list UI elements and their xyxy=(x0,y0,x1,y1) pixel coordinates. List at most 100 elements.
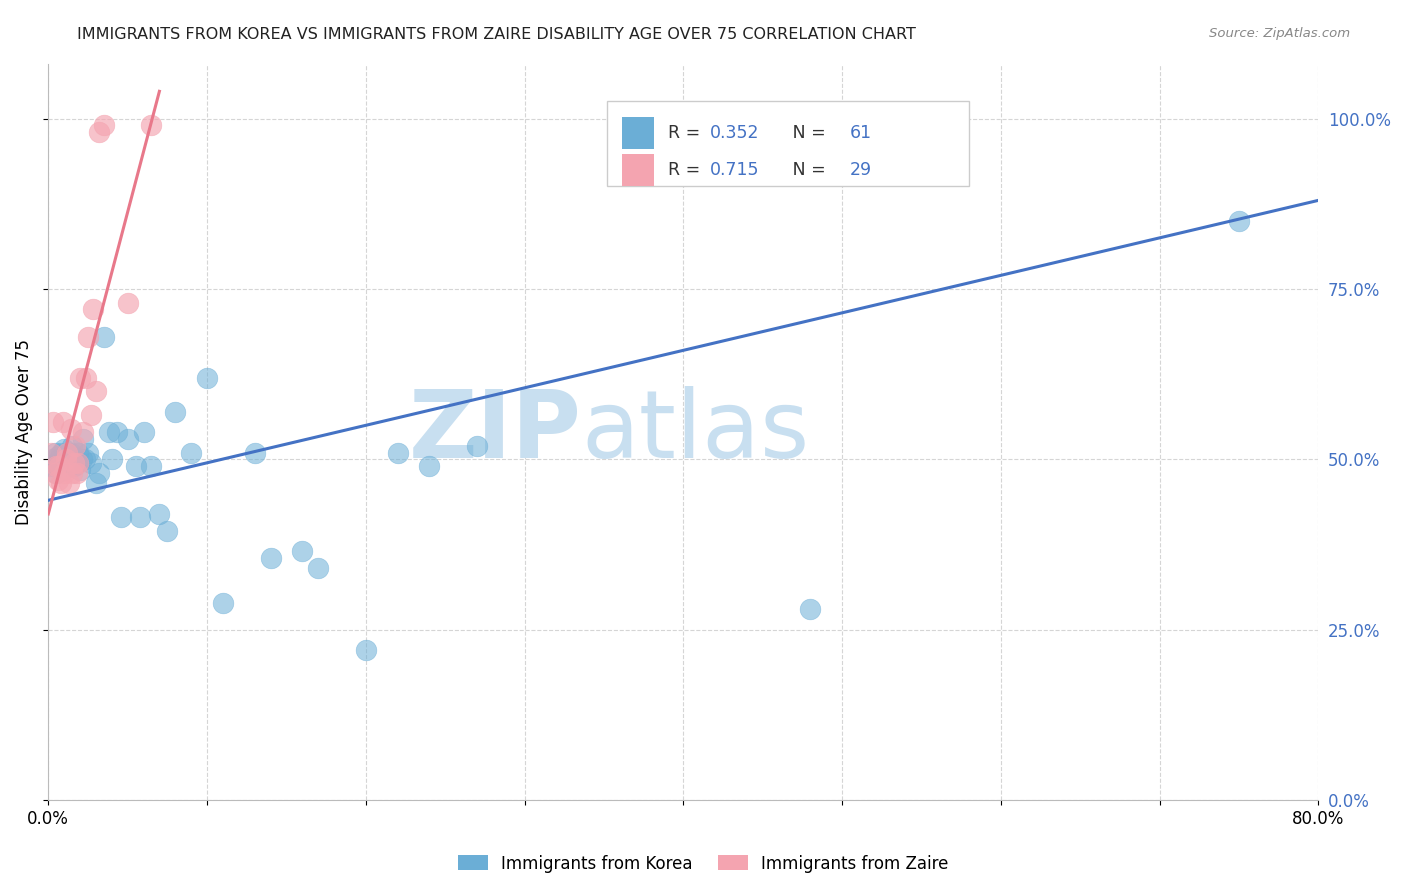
Point xyxy=(65,452,87,467)
Point xyxy=(49,456,72,470)
Point xyxy=(93,329,115,343)
Point xyxy=(105,425,128,439)
Point xyxy=(180,445,202,459)
Point xyxy=(44,466,66,480)
Point xyxy=(70,452,93,467)
Point xyxy=(195,370,218,384)
Point xyxy=(110,510,132,524)
Point xyxy=(56,456,79,470)
Point xyxy=(465,439,488,453)
Point xyxy=(48,452,70,467)
Point xyxy=(77,329,100,343)
Point xyxy=(45,459,67,474)
Point xyxy=(53,466,76,480)
Point xyxy=(291,544,314,558)
Point xyxy=(259,551,281,566)
Point xyxy=(307,561,329,575)
Point xyxy=(51,452,73,467)
Point xyxy=(72,432,94,446)
Point xyxy=(148,507,170,521)
Point xyxy=(387,445,409,459)
Text: atlas: atlas xyxy=(582,386,810,478)
Point xyxy=(59,445,82,459)
Point xyxy=(56,445,79,459)
Text: 0.352: 0.352 xyxy=(710,124,759,142)
Point xyxy=(59,422,82,436)
Point xyxy=(53,449,76,463)
Point xyxy=(418,459,440,474)
Text: 0.715: 0.715 xyxy=(710,161,759,179)
FancyBboxPatch shape xyxy=(623,117,654,149)
Point xyxy=(141,459,163,474)
Point xyxy=(48,459,70,474)
FancyBboxPatch shape xyxy=(607,101,969,186)
Point xyxy=(46,449,69,463)
Point xyxy=(55,459,77,474)
Point xyxy=(72,425,94,439)
Point xyxy=(156,524,179,538)
Point xyxy=(42,415,65,429)
Point xyxy=(117,295,139,310)
Point xyxy=(49,476,72,491)
Y-axis label: Disability Age Over 75: Disability Age Over 75 xyxy=(15,339,32,525)
Point xyxy=(354,643,377,657)
Text: 29: 29 xyxy=(849,161,872,179)
Point xyxy=(51,415,73,429)
Point xyxy=(49,445,72,459)
Point xyxy=(66,466,89,480)
Point xyxy=(66,456,89,470)
Point xyxy=(82,302,104,317)
Point xyxy=(84,384,107,399)
Point xyxy=(80,456,103,470)
Point xyxy=(51,462,73,476)
Text: Source: ZipAtlas.com: Source: ZipAtlas.com xyxy=(1209,27,1350,40)
Point xyxy=(77,445,100,459)
Point xyxy=(42,452,65,467)
Point xyxy=(93,119,115,133)
Point xyxy=(101,452,124,467)
Point xyxy=(141,119,163,133)
Point xyxy=(55,452,77,467)
Legend: Immigrants from Korea, Immigrants from Zaire: Immigrants from Korea, Immigrants from Z… xyxy=(451,848,955,880)
Point xyxy=(129,510,152,524)
Point xyxy=(44,445,66,459)
Text: R =: R = xyxy=(668,124,706,142)
Point xyxy=(73,452,96,467)
Point xyxy=(45,466,67,480)
Point xyxy=(67,445,90,459)
Point xyxy=(58,476,80,491)
Point xyxy=(69,462,91,476)
Point xyxy=(65,439,87,453)
Point xyxy=(53,442,76,457)
Point xyxy=(60,449,83,463)
Point xyxy=(1227,214,1250,228)
Point xyxy=(799,602,821,616)
Point xyxy=(124,459,146,474)
Point xyxy=(97,425,120,439)
Point xyxy=(84,476,107,491)
Point xyxy=(48,459,70,474)
Text: IMMIGRANTS FROM KOREA VS IMMIGRANTS FROM ZAIRE DISABILITY AGE OVER 75 CORRELATIO: IMMIGRANTS FROM KOREA VS IMMIGRANTS FROM… xyxy=(77,27,917,42)
Text: ZIP: ZIP xyxy=(409,386,582,478)
Point xyxy=(60,466,83,480)
Text: N =: N = xyxy=(776,124,831,142)
Point xyxy=(243,445,266,459)
Point xyxy=(60,439,83,453)
Point xyxy=(62,456,84,470)
Point xyxy=(80,408,103,422)
Point xyxy=(69,370,91,384)
Point xyxy=(45,456,67,470)
Point xyxy=(212,595,235,609)
Point xyxy=(46,473,69,487)
Point xyxy=(87,125,110,139)
Point xyxy=(41,459,63,474)
Point xyxy=(56,445,79,459)
Point xyxy=(132,425,155,439)
Point xyxy=(67,456,90,470)
Point xyxy=(41,445,63,459)
Point xyxy=(62,459,84,474)
Point xyxy=(117,432,139,446)
Text: 61: 61 xyxy=(849,124,872,142)
Point xyxy=(58,452,80,467)
Point xyxy=(55,452,77,467)
